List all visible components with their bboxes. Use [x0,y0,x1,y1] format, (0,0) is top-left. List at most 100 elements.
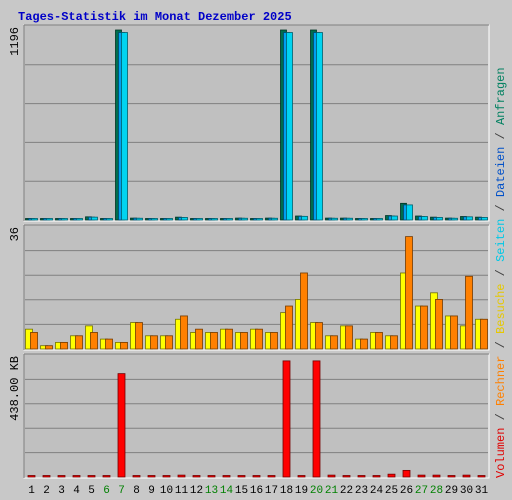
bar-volumen-day-20 [312,360,321,478]
legend-entry-volumen: Volumen [494,428,508,478]
bar-volumen-day-13 [207,475,216,478]
x-tick-label: 31 [475,485,489,497]
bar-rechner-day-13 [210,332,218,350]
bar-volumen-day-23 [357,475,366,478]
bar-seiten-day-14 [226,218,233,221]
x-tick-label: 13 [205,485,218,497]
bar-volumen-day-12 [192,475,201,478]
bar-seiten-day-7 [121,32,128,221]
bar-volumen-day-4 [72,475,81,478]
bar-rechner-day-6 [105,338,113,350]
bar-volumen-day-22 [342,475,351,478]
legend-entry-rechner: Rechner [494,356,508,406]
legend-entry- /: / [494,334,508,356]
bar-rechner-day-19 [300,272,308,350]
bar-volumen-day-18 [282,360,291,478]
bar-seiten-day-3 [61,218,68,221]
bar-seiten-day-20 [316,32,323,221]
bar-volumen-day-21 [327,474,336,478]
y-axis-max-label: 36 [8,227,22,241]
x-tick-label: 3 [58,485,65,497]
panel-background [23,353,490,479]
x-tick-label: 30 [460,485,473,497]
bar-volumen-day-31 [477,475,486,478]
x-tick-label: 14 [220,485,234,497]
bar-seiten-day-29 [451,217,458,221]
chart-legend: Volumen / Rechner / Besuche / Seiten / D… [494,67,508,478]
x-tick-label: 23 [355,485,368,497]
legend-entry-besuche: Besuche [494,284,508,334]
panel-visits: 36 [8,224,490,351]
bar-seiten-day-15 [241,217,248,221]
x-tick-label: 16 [250,485,263,497]
series-volumen [27,360,486,478]
bar-rechner-day-11 [180,315,188,350]
bar-seiten-day-28 [436,217,443,221]
bar-volumen-day-24 [372,475,381,478]
legend-entry-dateien: Dateien [494,147,508,197]
bar-seiten-day-17 [271,217,278,221]
bar-volumen-day-15 [237,475,246,478]
x-tick-label: 24 [370,485,384,497]
legend-entry- /: / [494,262,508,284]
bar-volumen-day-26 [402,469,411,478]
bar-rechner-day-17 [270,332,278,350]
bar-volumen-day-6 [102,475,111,478]
bar-seiten-day-30 [466,216,473,221]
bar-rechner-day-29 [450,315,458,350]
x-tick-label: 19 [295,485,308,497]
x-tick-label: 4 [73,485,80,497]
bar-seiten-day-19 [301,215,308,221]
panel-background [23,24,490,222]
bar-volumen-day-11 [177,474,186,478]
x-tick-label: 5 [88,485,95,497]
bar-seiten-day-12 [196,218,203,221]
bar-rechner-day-24 [375,332,383,350]
legend-entry- /: / [494,197,508,219]
bar-seiten-day-2 [46,218,53,221]
x-tick-label: 8 [133,485,140,497]
bar-volumen-day-8 [132,475,141,478]
bar-rechner-day-12 [195,328,203,350]
x-tick-label: 10 [160,485,173,497]
panel-hits: 1196 [8,24,490,222]
bar-rechner-day-27 [420,305,428,350]
bar-rechner-day-9 [150,335,158,350]
y-axis-max-label: 438.00 KB [8,356,22,421]
x-tick-label: 9 [148,485,155,497]
x-tick-label: 6 [103,485,110,497]
bar-volumen-day-19 [297,475,306,478]
bar-volumen-day-14 [222,475,231,478]
bar-seiten-day-4 [76,218,83,221]
x-tick-label: 17 [265,485,278,497]
bar-rechner-day-31 [480,318,488,350]
x-tick-label: 11 [175,485,189,497]
bar-rechner-day-16 [255,328,263,350]
bar-volumen-day-16 [252,475,261,478]
x-tick-label: 1 [28,485,35,497]
bar-seiten-day-27 [421,216,428,221]
bar-seiten-day-10 [166,218,173,221]
bar-seiten-day-18 [286,32,293,221]
x-tick-label: 26 [400,485,413,497]
bar-rechner-day-30 [465,275,473,350]
panel-volume: 438.00 KB [8,353,490,479]
bar-volumen-day-28 [432,474,441,478]
x-tick-label: 7 [118,485,125,497]
bar-seiten-day-31 [481,217,488,221]
bar-rechner-day-25 [390,335,398,350]
bar-rechner-day-22 [345,325,353,350]
legend-entry-anfragen: Anfragen [494,67,508,125]
bar-seiten-day-1 [31,218,38,221]
bar-seiten-day-23 [361,218,368,221]
bar-seiten-day-5 [91,216,98,221]
bar-seiten-day-8 [136,217,143,221]
x-tick-label: 18 [280,485,293,497]
y-axis-max-label: 1196 [8,27,22,56]
bar-rechner-day-3 [60,341,68,350]
bar-volumen-day-9 [147,475,156,478]
bar-seiten-day-11 [181,217,188,221]
bar-rechner-day-20 [315,322,323,350]
bar-rechner-day-21 [330,335,338,350]
x-tick-label: 15 [235,485,248,497]
